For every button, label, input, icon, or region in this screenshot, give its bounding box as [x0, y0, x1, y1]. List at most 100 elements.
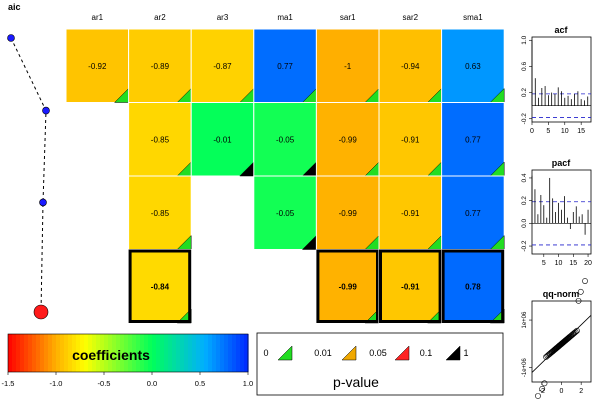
- coefficient-value: -0.85: [151, 135, 170, 144]
- qq-point: [572, 328, 579, 335]
- acf-x-tick-label: 5: [546, 128, 550, 135]
- colorbar-swatch: [32, 334, 37, 372]
- colorbar-tick-label: 0.0: [147, 379, 157, 388]
- colorbar-swatch: [100, 334, 105, 372]
- pvalue-swatch: [394, 345, 410, 361]
- acf-panel: acf 0 5 10 15 -0.2 0.2 0.6 1.0: [521, 25, 592, 135]
- pacf-y-tick-label: 0.4: [521, 173, 528, 182]
- colorbar-swatch: [128, 334, 133, 372]
- colorbar-swatch: [196, 334, 201, 372]
- colorbar-swatch: [176, 334, 181, 372]
- colorbar-swatch: [224, 334, 229, 372]
- column-label-ar1: ar1: [92, 13, 104, 22]
- coefficient-value: 0.78: [465, 282, 481, 291]
- heatmap-cell: [378, 175, 443, 250]
- colorbar-swatch: [120, 334, 125, 372]
- coefficient-value: -1: [344, 62, 352, 71]
- colorbar-swatch: [16, 334, 21, 372]
- colorbar-swatch: [200, 334, 205, 372]
- pvalue-legend: p-value 0 0.01 0.05 0.1 1: [256, 332, 504, 396]
- colorbar-label: coefficients: [72, 347, 150, 363]
- qq-point: [575, 297, 582, 304]
- coefficient-value: -0.99: [339, 282, 358, 291]
- heatmap-cell: [190, 28, 255, 103]
- heatmap-cell: [315, 102, 380, 177]
- pacf-y-tick-label: -0.2: [521, 240, 528, 252]
- coefficient-value: 0.77: [277, 62, 293, 71]
- colorbar-swatch: [184, 334, 189, 372]
- qq-point: [582, 278, 588, 284]
- coefficient-value: -0.91: [401, 209, 420, 218]
- pvalue-break-label: 0.01: [314, 348, 332, 358]
- heatmap-cell: [190, 102, 255, 177]
- coefficient-value: -0.87: [213, 62, 232, 71]
- colorbar-swatch: [148, 334, 153, 372]
- acf-x-tick-label: 15: [577, 128, 585, 135]
- colorbar-swatch: [108, 334, 113, 372]
- pacf-x-tick-label: 20: [584, 260, 592, 267]
- colorbar-swatch: [160, 334, 165, 372]
- colorbar-swatch: [88, 334, 93, 372]
- qq-x-tick-label: 2: [579, 388, 583, 395]
- colorbar-swatch: [8, 334, 13, 372]
- heatmap-cell: [253, 175, 317, 250]
- coefficient-value: -0.91: [401, 282, 420, 291]
- column-label-sar2: sar2: [403, 13, 419, 22]
- colorbar-swatch: [112, 334, 117, 372]
- colorbar-swatch: [180, 334, 185, 372]
- aic-point: [42, 106, 50, 115]
- colorbar-swatch: [132, 334, 137, 372]
- qq-title: qq-norm: [543, 289, 580, 299]
- acf-y-tick-label: 0.2: [521, 88, 528, 97]
- colorbar-swatch: [36, 334, 41, 372]
- qq-norm-panel: qq-norm -2 0 2 -1e+06 1e+06: [522, 278, 592, 399]
- colorbar-swatch: [20, 334, 25, 372]
- qq-point: [539, 385, 546, 392]
- colorbar-swatch: [232, 334, 237, 372]
- colorbar-swatch: [104, 334, 109, 372]
- heatmap-cell: [441, 175, 505, 250]
- coefficient-value: -0.99: [339, 209, 358, 218]
- colorbar-swatch: [212, 334, 217, 372]
- coefficient-value: -0.91: [401, 135, 420, 144]
- coefficient-value: -0.05: [276, 135, 295, 144]
- coefficient-value: -0.89: [151, 62, 170, 71]
- acf-x-tick-label: 0: [530, 128, 534, 135]
- qq-x-tick-label: 0: [560, 388, 564, 395]
- aic-point: [33, 304, 49, 320]
- colorbar-swatch: [12, 334, 17, 372]
- colorbar-swatch: [60, 334, 65, 372]
- coefficient-value: -0.05: [276, 209, 295, 218]
- colorbar-swatch: [140, 334, 145, 372]
- best-model-outline: [316, 249, 379, 323]
- heatmap-cell: [378, 102, 443, 177]
- colorbar-tick-label: -1.0: [50, 379, 63, 388]
- colorbar-swatch: [24, 334, 29, 372]
- qq-reference-line: [531, 315, 592, 373]
- colorbar-swatch: [216, 334, 221, 372]
- colorbar-swatch: [64, 334, 69, 372]
- colorbar-swatch: [76, 334, 81, 372]
- colorbar-swatch: [48, 334, 53, 372]
- colorbar-swatch: [220, 334, 225, 372]
- acf-y-tick-label: 0.6: [521, 62, 528, 71]
- aic-panel: aic: [7, 2, 50, 320]
- best-model-outline: [379, 249, 442, 323]
- pvalue-swatch: [445, 345, 461, 361]
- heatmap-cell: [65, 28, 130, 103]
- column-label-ar3: ar3: [217, 13, 229, 22]
- pvalue-break-label: 0: [263, 348, 268, 358]
- pvalue-break-label: 0.05: [369, 348, 387, 358]
- colorbar-swatch: [204, 334, 209, 372]
- colorbar-swatch: [116, 334, 121, 372]
- acf-y-tick-label: -0.2: [521, 113, 528, 125]
- colorbar-tick-label: 0.5: [195, 379, 205, 388]
- colorbar-swatch: [52, 334, 57, 372]
- pacf-y-tick-label: 0.0: [521, 218, 528, 227]
- acf-x-tick-label: 10: [561, 128, 569, 135]
- colorbar-swatch: [28, 334, 33, 372]
- colorbar-swatch: [136, 334, 141, 372]
- colorbar-swatch: [164, 334, 169, 372]
- aic-path: [10, 37, 47, 313]
